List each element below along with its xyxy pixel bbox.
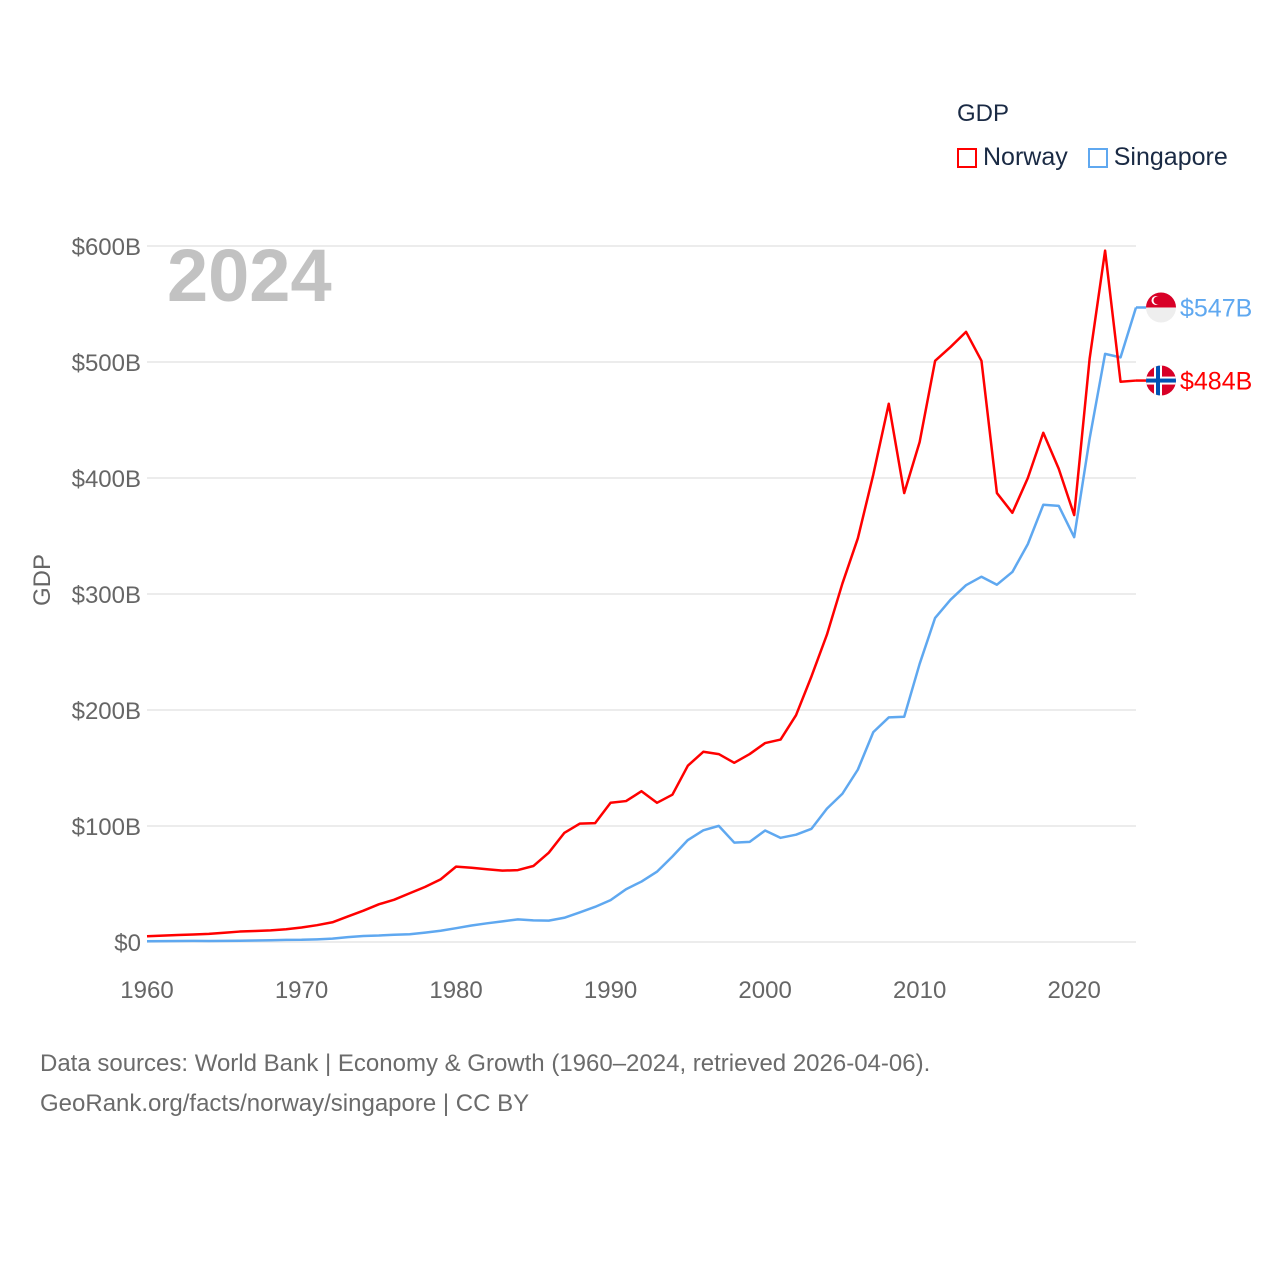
grid-lines [147, 245, 1136, 943]
legend-swatch-singapore [1087, 147, 1108, 168]
source-line-2[interactable]: GeoRank.org/facts/norway/singapore | CC … [40, 1090, 530, 1117]
x-tick-label: 2020 [1047, 977, 1100, 1004]
y-axis-ticks: $0 $100B $200B $300B $400B $500B $600B [72, 234, 141, 957]
source-line-1: Data sources: World Bank | Economy & Gro… [40, 1050, 931, 1077]
x-tick-label: 1990 [584, 977, 637, 1004]
legend-label-singapore: Singapore [1113, 143, 1228, 171]
series-line-singapore [146, 307, 1138, 943]
series-line-norway [146, 249, 1137, 938]
x-tick-label: 1970 [275, 977, 328, 1004]
end-value-label-norway: $484B [1180, 368, 1252, 396]
x-tick-label: 1960 [120, 977, 173, 1004]
y-tick-label: $400B [72, 466, 141, 493]
legend-item-norway[interactable]: Norway [957, 143, 1068, 172]
y-axis-title: GDP [29, 554, 56, 606]
series-lines [146, 249, 1138, 943]
source-note: Data sources: World Bank | Economy & Gro… [40, 1044, 930, 1124]
x-tick-label: 2010 [893, 977, 946, 1004]
legend-swatch-norway [957, 147, 977, 168]
flag-blue-h [1146, 378, 1176, 383]
end-labels: $484B $547B [1136, 292, 1252, 396]
y-tick-label: $100B [72, 814, 141, 841]
y-tick-label: $0 [114, 930, 141, 957]
y-tick-label: $200B [72, 698, 141, 725]
legend-title: GDP [957, 100, 1010, 127]
x-tick-label: 2000 [738, 977, 791, 1004]
flag-blue-v [1156, 365, 1160, 396]
legend: Norway Singapore [957, 143, 1228, 172]
legend-item-singapore[interactable]: Singapore [1087, 143, 1228, 172]
norway-flag-icon [1146, 365, 1176, 396]
x-axis-ticks: 1960 1970 1980 1990 2000 2010 2020 [120, 977, 1101, 1004]
singapore-flag-icon [1146, 292, 1176, 323]
x-tick-label: 1980 [429, 977, 482, 1004]
flag-body [1146, 365, 1176, 396]
flag-body [1146, 292, 1176, 323]
legend-label-norway: Norway [983, 143, 1068, 171]
year-watermark: 2024 [167, 234, 332, 317]
y-tick-label: $600B [72, 234, 141, 261]
flag-moon-cut [1153, 296, 1162, 305]
y-tick-label: $300B [72, 582, 141, 609]
end-value-label-singapore: $547B [1180, 294, 1252, 322]
y-tick-label: $500B [72, 350, 141, 377]
